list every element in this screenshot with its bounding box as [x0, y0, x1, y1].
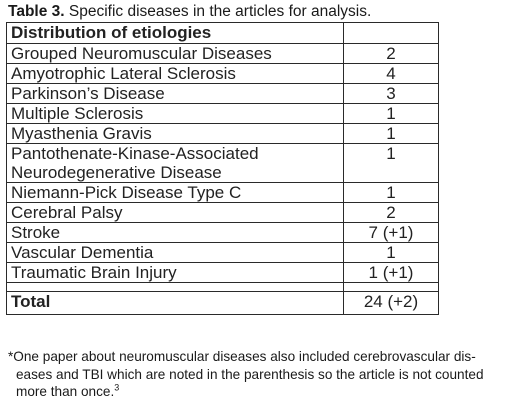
row-count: 3 [343, 83, 439, 104]
row-count: 4 [343, 63, 439, 84]
row-count: 1 [343, 182, 439, 203]
row-name: Grouped Neuromuscular Diseases [6, 43, 344, 64]
row-name-line1: Pantothenate-Kinase-Associated [11, 144, 259, 163]
table-row: Niemann-Pick Disease Type C 1 [6, 182, 439, 203]
table-row: Traumatic Brain Injury 1 (+1) [6, 262, 439, 283]
footnote-line3-wrap: more than once.3 [8, 383, 513, 401]
row-name: Parkinson’s Disease [6, 83, 344, 104]
row-name: Traumatic Brain Injury [6, 262, 344, 283]
row-count: 1 [343, 103, 439, 124]
table-row: Pantothenate-Kinase-Associated Neurodegen… [6, 143, 439, 183]
total-value: 24 (+2) [343, 291, 439, 315]
table-row: Parkinson’s Disease 3 [6, 83, 439, 104]
table-spacer-row [6, 282, 439, 292]
etiology-table: Distribution of etiologies Grouped Neuro… [6, 22, 439, 315]
table-row: Stroke 7 (+1) [6, 222, 439, 243]
row-count: 1 [343, 123, 439, 144]
row-name: Cerebral Palsy [6, 202, 344, 223]
row-count: 7 (+1) [343, 222, 439, 243]
footnote-line3: more than once. [16, 384, 115, 399]
table-total-row: Total 24 (+2) [6, 291, 439, 315]
row-name: Multiple Sclerosis [6, 103, 344, 124]
row-count: 1 [343, 143, 439, 183]
row-name: Stroke [6, 222, 344, 243]
table-caption: Table 3. Specific diseases in the articl… [8, 2, 513, 22]
row-name: Myasthenia Gravis [6, 123, 344, 144]
table-row: Multiple Sclerosis 1 [6, 103, 439, 124]
footnote-line1: *One paper about neuromuscular diseases … [8, 349, 476, 364]
row-name: Vascular Dementia [6, 242, 344, 263]
row-count: 1 [343, 242, 439, 263]
row-count: 2 [343, 202, 439, 223]
table-row: Grouped Neuromuscular Diseases 2 [6, 43, 439, 64]
table-header: Distribution of etiologies [6, 22, 344, 44]
row-count: 1 (+1) [343, 262, 439, 283]
row-name: Amyotrophic Lateral Sclerosis [6, 63, 344, 84]
footnote-ref: 3 [114, 382, 120, 393]
table-row: Vascular Dementia 1 [6, 242, 439, 263]
spacer-cell [343, 282, 439, 292]
row-name: Niemann-Pick Disease Type C [6, 182, 344, 203]
table-header-empty [343, 22, 439, 44]
total-label: Total [6, 291, 344, 315]
row-name-line2: Neurodegenerative Disease [11, 163, 222, 182]
table-header-row: Distribution of etiologies [6, 22, 439, 44]
caption-label: Table 3. [8, 3, 65, 20]
row-count: 2 [343, 43, 439, 64]
table-footnote: *One paper about neuromuscular diseases … [8, 348, 513, 401]
table-row: Amyotrophic Lateral Sclerosis 4 [6, 63, 439, 84]
row-name-multiline: Pantothenate-Kinase-Associated Neurodegen… [6, 143, 344, 183]
table-row: Myasthenia Gravis 1 [6, 123, 439, 144]
table-row: Cerebral Palsy 2 [6, 202, 439, 223]
caption-text: Specific diseases in the articles for an… [64, 3, 372, 20]
footnote-line2: eases and TBI which are noted in the par… [16, 366, 484, 382]
spacer-cell [6, 282, 344, 292]
